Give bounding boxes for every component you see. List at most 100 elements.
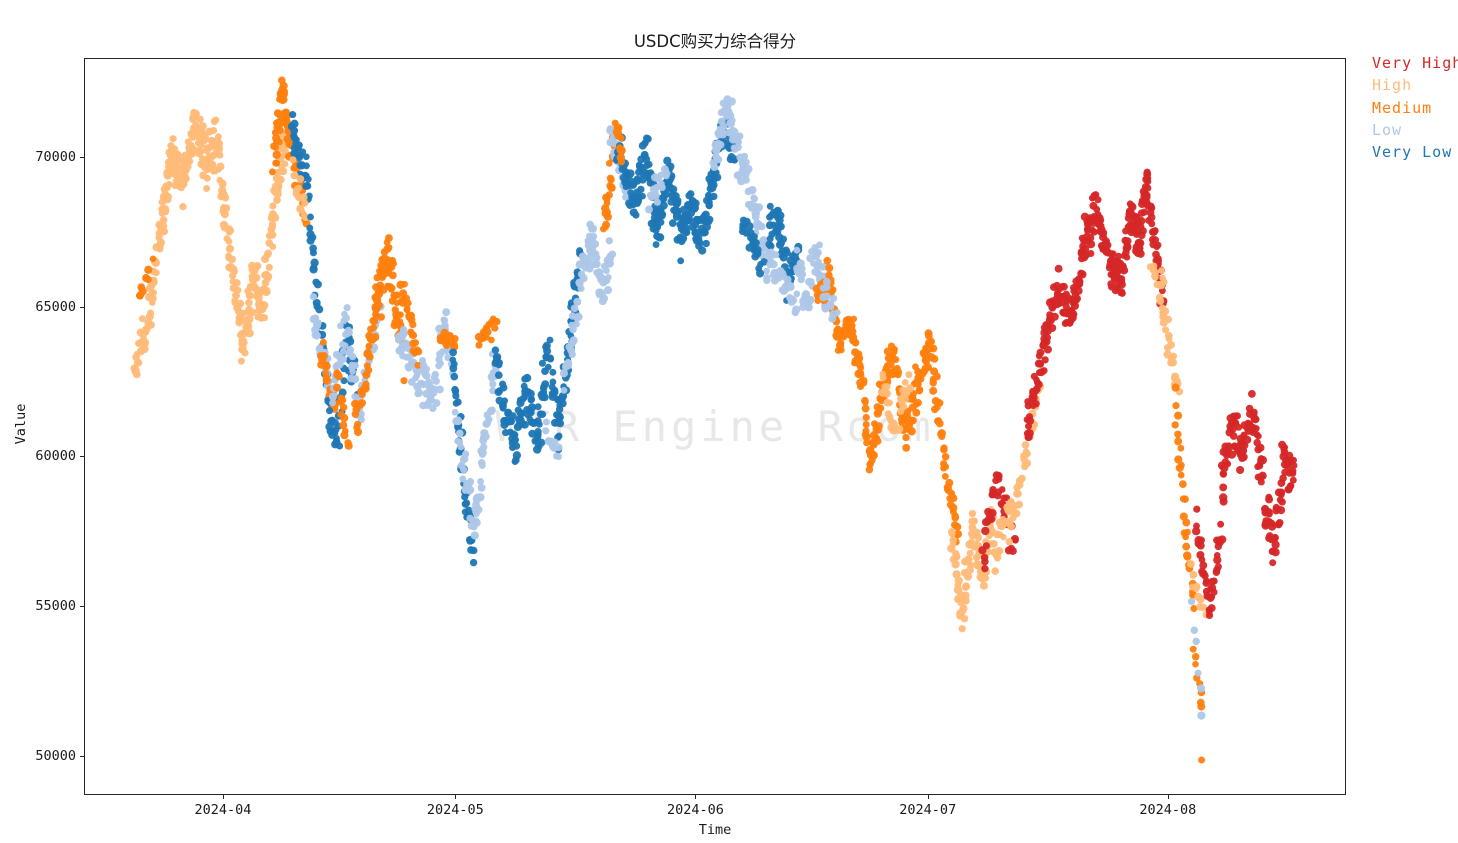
scatter-point — [1177, 471, 1185, 479]
scatter-point — [335, 360, 344, 369]
scatter-point — [263, 288, 271, 296]
scatter-point — [833, 309, 841, 316]
scatter-point — [1023, 450, 1031, 458]
scatter-point — [709, 181, 718, 189]
scatter-point — [1104, 241, 1112, 249]
y-tick-mark — [80, 156, 84, 158]
scatter-point — [544, 363, 552, 371]
scatter-point — [608, 250, 617, 259]
scatter-point — [537, 438, 546, 447]
scatter-point — [988, 508, 997, 518]
scatter-point — [1239, 452, 1248, 462]
scatter-point — [826, 300, 835, 309]
scatter-point — [1033, 385, 1041, 393]
scatter-point — [1269, 559, 1277, 567]
scatter-point — [209, 161, 216, 168]
scatter-point — [179, 203, 187, 211]
scatter-point — [261, 314, 268, 322]
scatter-point — [546, 354, 554, 362]
scatter-point — [869, 451, 878, 460]
scatter-point — [741, 152, 749, 160]
scatter-point — [1275, 520, 1283, 528]
scatter-point — [734, 143, 742, 152]
scatter-point — [829, 294, 838, 303]
scatter-point — [133, 358, 143, 367]
scatter-point — [296, 204, 305, 213]
scatter-point — [454, 418, 462, 426]
scatter-point — [179, 180, 187, 189]
scatter-point — [822, 292, 831, 301]
scatter-point — [245, 299, 253, 307]
scatter-point — [1044, 334, 1051, 342]
scatter-point — [244, 322, 253, 331]
scatter-point — [534, 417, 542, 425]
scatter-point — [763, 267, 771, 275]
scatter-point — [543, 347, 552, 356]
scatter-point — [1000, 533, 1007, 541]
scatter-point — [138, 287, 147, 296]
scatter-point — [814, 248, 822, 257]
scatter-point — [456, 430, 464, 437]
scatter-point — [240, 339, 248, 347]
scatter-point — [269, 243, 277, 251]
scatter-point — [622, 193, 630, 201]
scatter-point — [542, 418, 550, 426]
scatter-point — [493, 317, 501, 326]
scatter-point — [491, 324, 499, 332]
scatter-point — [325, 407, 334, 415]
scatter-point — [573, 298, 581, 306]
scatter-point — [369, 317, 377, 325]
scatter-point — [536, 410, 545, 418]
scatter-point — [1243, 435, 1252, 444]
scatter-point — [1120, 266, 1129, 275]
scatter-point — [1174, 437, 1183, 446]
scatter-point — [776, 222, 785, 231]
scatter-point — [1215, 538, 1224, 547]
scatter-point — [499, 404, 507, 412]
scatter-point — [719, 128, 727, 137]
scatter-point — [334, 372, 343, 381]
scatter-point — [1183, 552, 1192, 561]
scatter-point — [1198, 756, 1206, 764]
scatter-point — [652, 241, 660, 249]
scatter-point — [314, 319, 322, 327]
legend-item-low: Low — [1372, 120, 1403, 139]
scatter-point — [909, 416, 917, 425]
scatter-point — [147, 320, 155, 329]
scatter-point — [653, 198, 661, 206]
scatter-point — [236, 299, 245, 308]
scatter-point — [1213, 566, 1221, 574]
scatter-point — [1279, 474, 1287, 482]
scatter-point — [838, 346, 845, 354]
scatter-point — [1040, 367, 1048, 375]
scatter-point — [954, 530, 963, 539]
scatter-point — [1167, 340, 1175, 349]
scatter-point — [414, 347, 423, 356]
scatter-point — [602, 220, 611, 229]
scatter-point — [512, 451, 522, 460]
scatter-point — [857, 363, 865, 372]
scatter-point — [197, 148, 205, 155]
scatter-point — [1205, 607, 1213, 615]
scatter-point — [1136, 239, 1145, 248]
scatter-point — [161, 205, 170, 213]
scatter-point — [489, 380, 497, 388]
scatter-point — [779, 235, 788, 243]
scatter-point — [214, 133, 222, 141]
scatter-point — [1278, 498, 1286, 506]
scatter-point — [397, 311, 404, 319]
scatter-point — [466, 477, 475, 486]
scatter-point — [1199, 561, 1208, 570]
scatter-point — [598, 297, 607, 306]
scatter-point — [890, 345, 898, 353]
scatter-point — [612, 128, 620, 136]
scatter-point — [617, 158, 626, 166]
scatter-point — [1032, 400, 1040, 408]
scatter-point — [1189, 570, 1198, 579]
scatter-point — [981, 557, 989, 566]
scatter-point — [1076, 278, 1084, 286]
scatter-point — [1123, 241, 1131, 250]
scatter-point — [1164, 315, 1173, 324]
scatter-point — [459, 475, 467, 483]
scatter-point — [714, 155, 723, 164]
